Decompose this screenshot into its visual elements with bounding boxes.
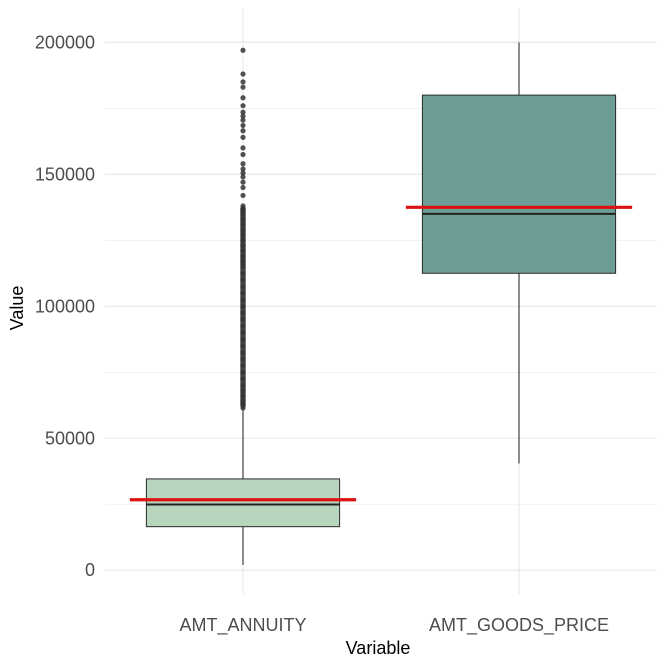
outlier-point xyxy=(240,47,246,53)
outlier-point xyxy=(240,145,246,151)
outlier-point xyxy=(240,179,246,185)
box-iqr xyxy=(421,94,617,274)
outlier-point xyxy=(240,71,246,77)
y-tick-label: 100000 xyxy=(35,296,95,316)
x-tick-label: AMT_ANNUITY xyxy=(179,615,306,636)
outlier-point xyxy=(240,166,246,172)
outlier-point xyxy=(240,170,246,176)
outlier-point xyxy=(240,161,246,167)
outlier-point xyxy=(240,184,246,191)
outlier-point xyxy=(240,117,246,123)
outlier-point xyxy=(240,122,246,129)
x-tick-label: AMT_GOODS_PRICE xyxy=(429,615,609,636)
y-tick-label: 50000 xyxy=(45,428,95,448)
outlier-point xyxy=(240,151,246,158)
box-series xyxy=(129,42,633,565)
outlier-point xyxy=(240,113,246,119)
outlier-point xyxy=(240,192,246,199)
box-group xyxy=(405,42,633,464)
outlier-point xyxy=(240,128,246,134)
outlier-dense-band xyxy=(240,205,246,408)
x-axis-title: Variable xyxy=(346,638,411,658)
y-tick-label: 200000 xyxy=(35,32,95,52)
y-tick-label: 150000 xyxy=(35,164,95,184)
outlier-point xyxy=(240,103,246,109)
outlier-point xyxy=(240,109,246,115)
outlier-point xyxy=(240,134,246,140)
outlier-point xyxy=(240,84,246,90)
y-axis-tick-labels: 0 50000 100000 150000 200000 xyxy=(35,32,95,580)
box-iqr xyxy=(145,478,341,528)
y-tick-label: 0 xyxy=(85,560,95,580)
outlier-point xyxy=(240,79,246,85)
outlier-point xyxy=(240,174,246,180)
x-axis-tick-labels: AMT_ANNUITY AMT_GOODS_PRICE xyxy=(179,615,609,636)
outlier-point xyxy=(240,95,246,101)
box-group xyxy=(129,47,357,565)
y-axis-title: Value xyxy=(7,286,27,331)
